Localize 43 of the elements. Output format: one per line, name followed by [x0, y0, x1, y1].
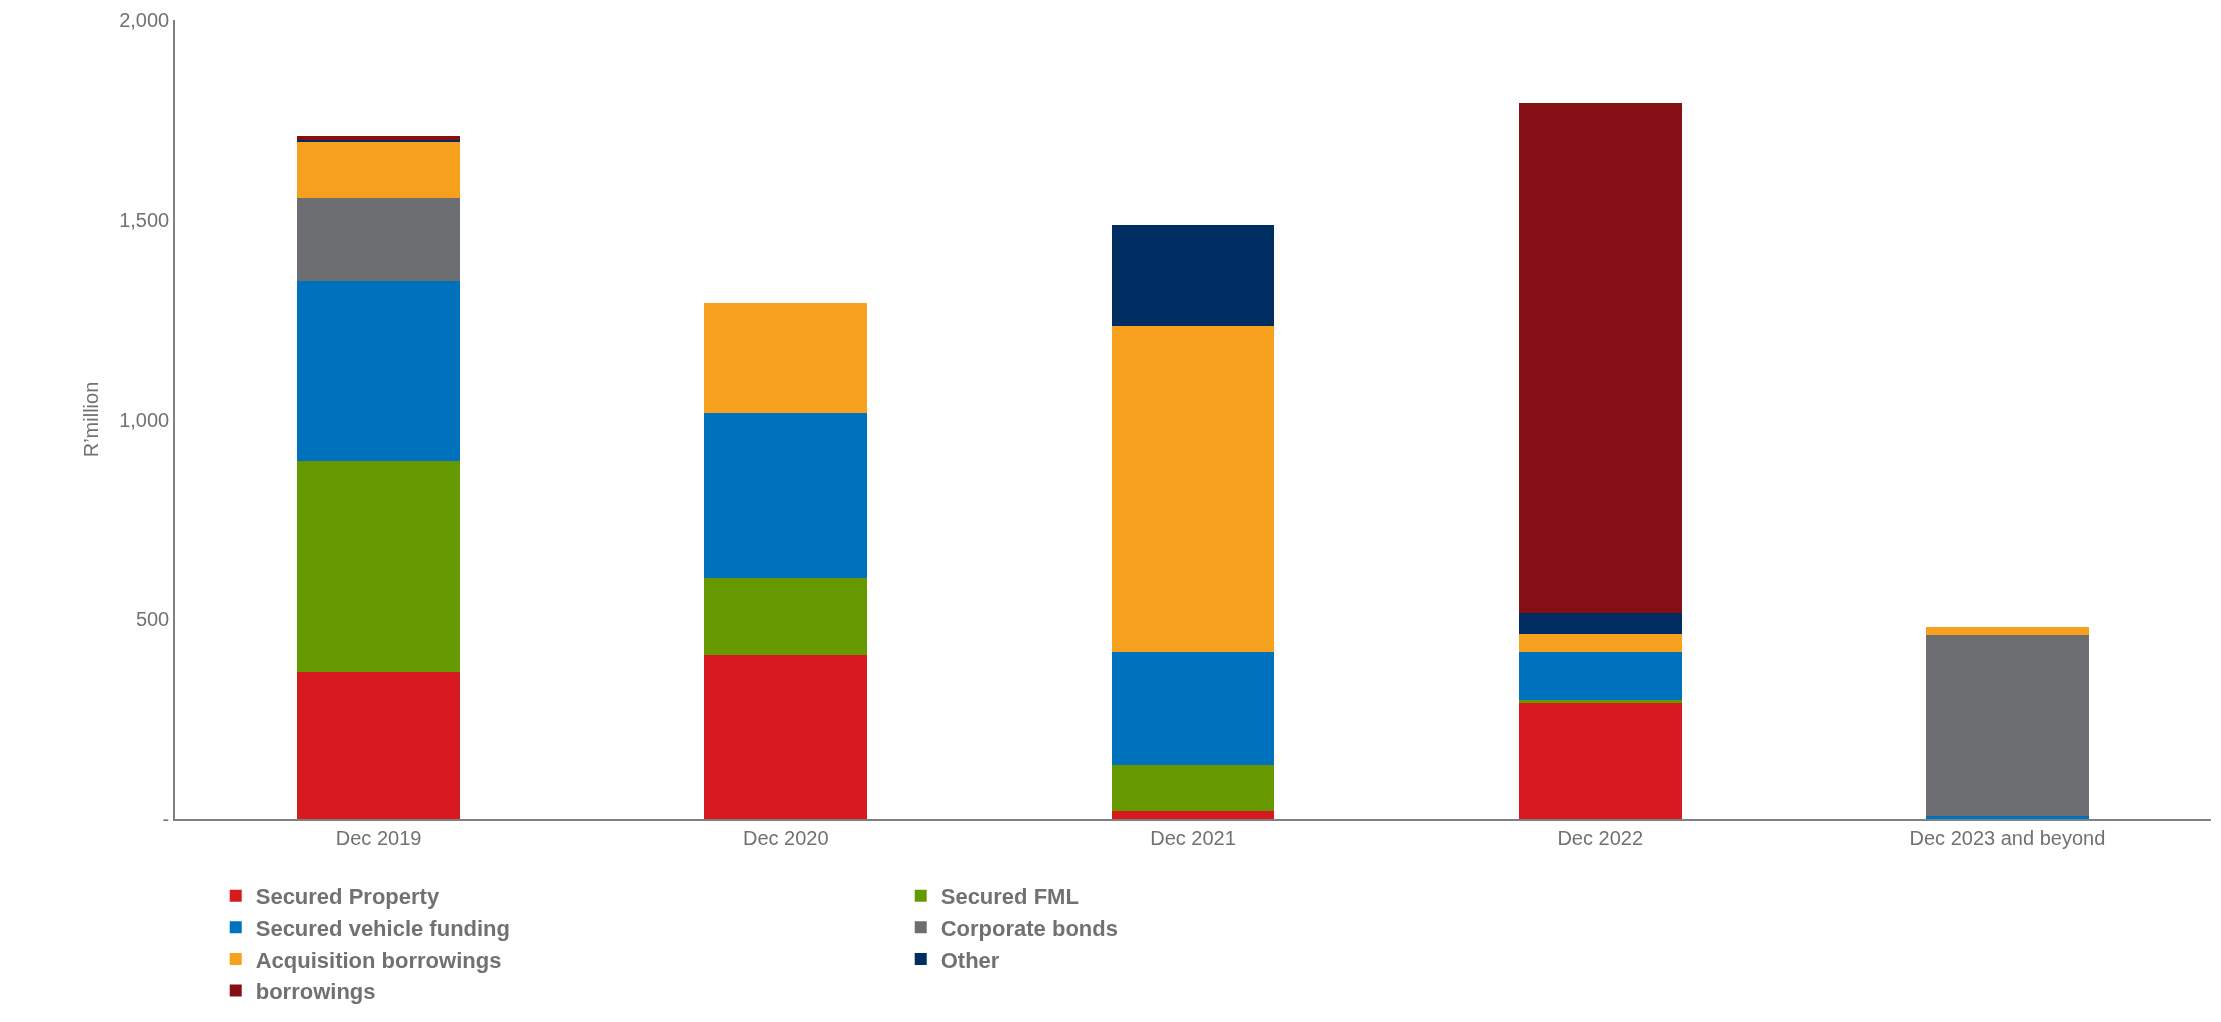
x-tick-label: Dec 2019: [335, 826, 422, 849]
bar: [1111, 810, 1275, 819]
legend-label: Acquisition borrowings: [255, 947, 502, 973]
x-tick-label: Dec 2021: [1150, 826, 1236, 849]
bar: [1518, 103, 1682, 614]
y-tick-label: 1,000: [119, 408, 170, 431]
legend-label: Secured Property: [255, 884, 440, 910]
bar: [297, 135, 461, 140]
legend-label: Corporate bonds: [940, 915, 1118, 941]
bar: [704, 413, 868, 579]
bar: [1111, 325, 1275, 653]
legend-label: Secured vehicle funding: [255, 915, 510, 941]
bar: [297, 197, 461, 281]
bar: [1518, 634, 1682, 653]
bar: [1925, 626, 2089, 636]
bar: [1518, 703, 1682, 819]
legend-label: Secured FML: [940, 884, 1079, 910]
x-tick-label: Dec 2020: [742, 826, 829, 849]
bar: [1111, 765, 1275, 811]
y-tick-label: -: [162, 808, 170, 830]
bar: [297, 461, 461, 672]
bar: [704, 303, 868, 414]
bar: [297, 139, 461, 142]
y-tick-label: 1,500: [119, 208, 170, 231]
bar: [1111, 652, 1275, 766]
legend-label: borrowings: [255, 979, 376, 1005]
bar: [704, 578, 868, 655]
x-tick-label: Dec 2023 and beyond: [1909, 826, 2106, 849]
bar: [297, 280, 461, 462]
bar: [297, 671, 461, 819]
bar: [704, 654, 868, 819]
bar: [1518, 700, 1682, 704]
y-axis-title: R’million: [80, 381, 103, 458]
bar: [1518, 613, 1682, 635]
y-tick-label: 500: [135, 608, 170, 631]
legend-label: Other: [940, 947, 1000, 973]
bar: [1518, 652, 1682, 701]
y-tick-label: 2,000: [119, 9, 170, 31]
bar: [1925, 635, 2089, 816]
bar: [1925, 815, 2089, 819]
bar: [1111, 224, 1275, 326]
x-tick-label: Dec 2022: [1557, 826, 1644, 849]
bar: [297, 141, 461, 198]
